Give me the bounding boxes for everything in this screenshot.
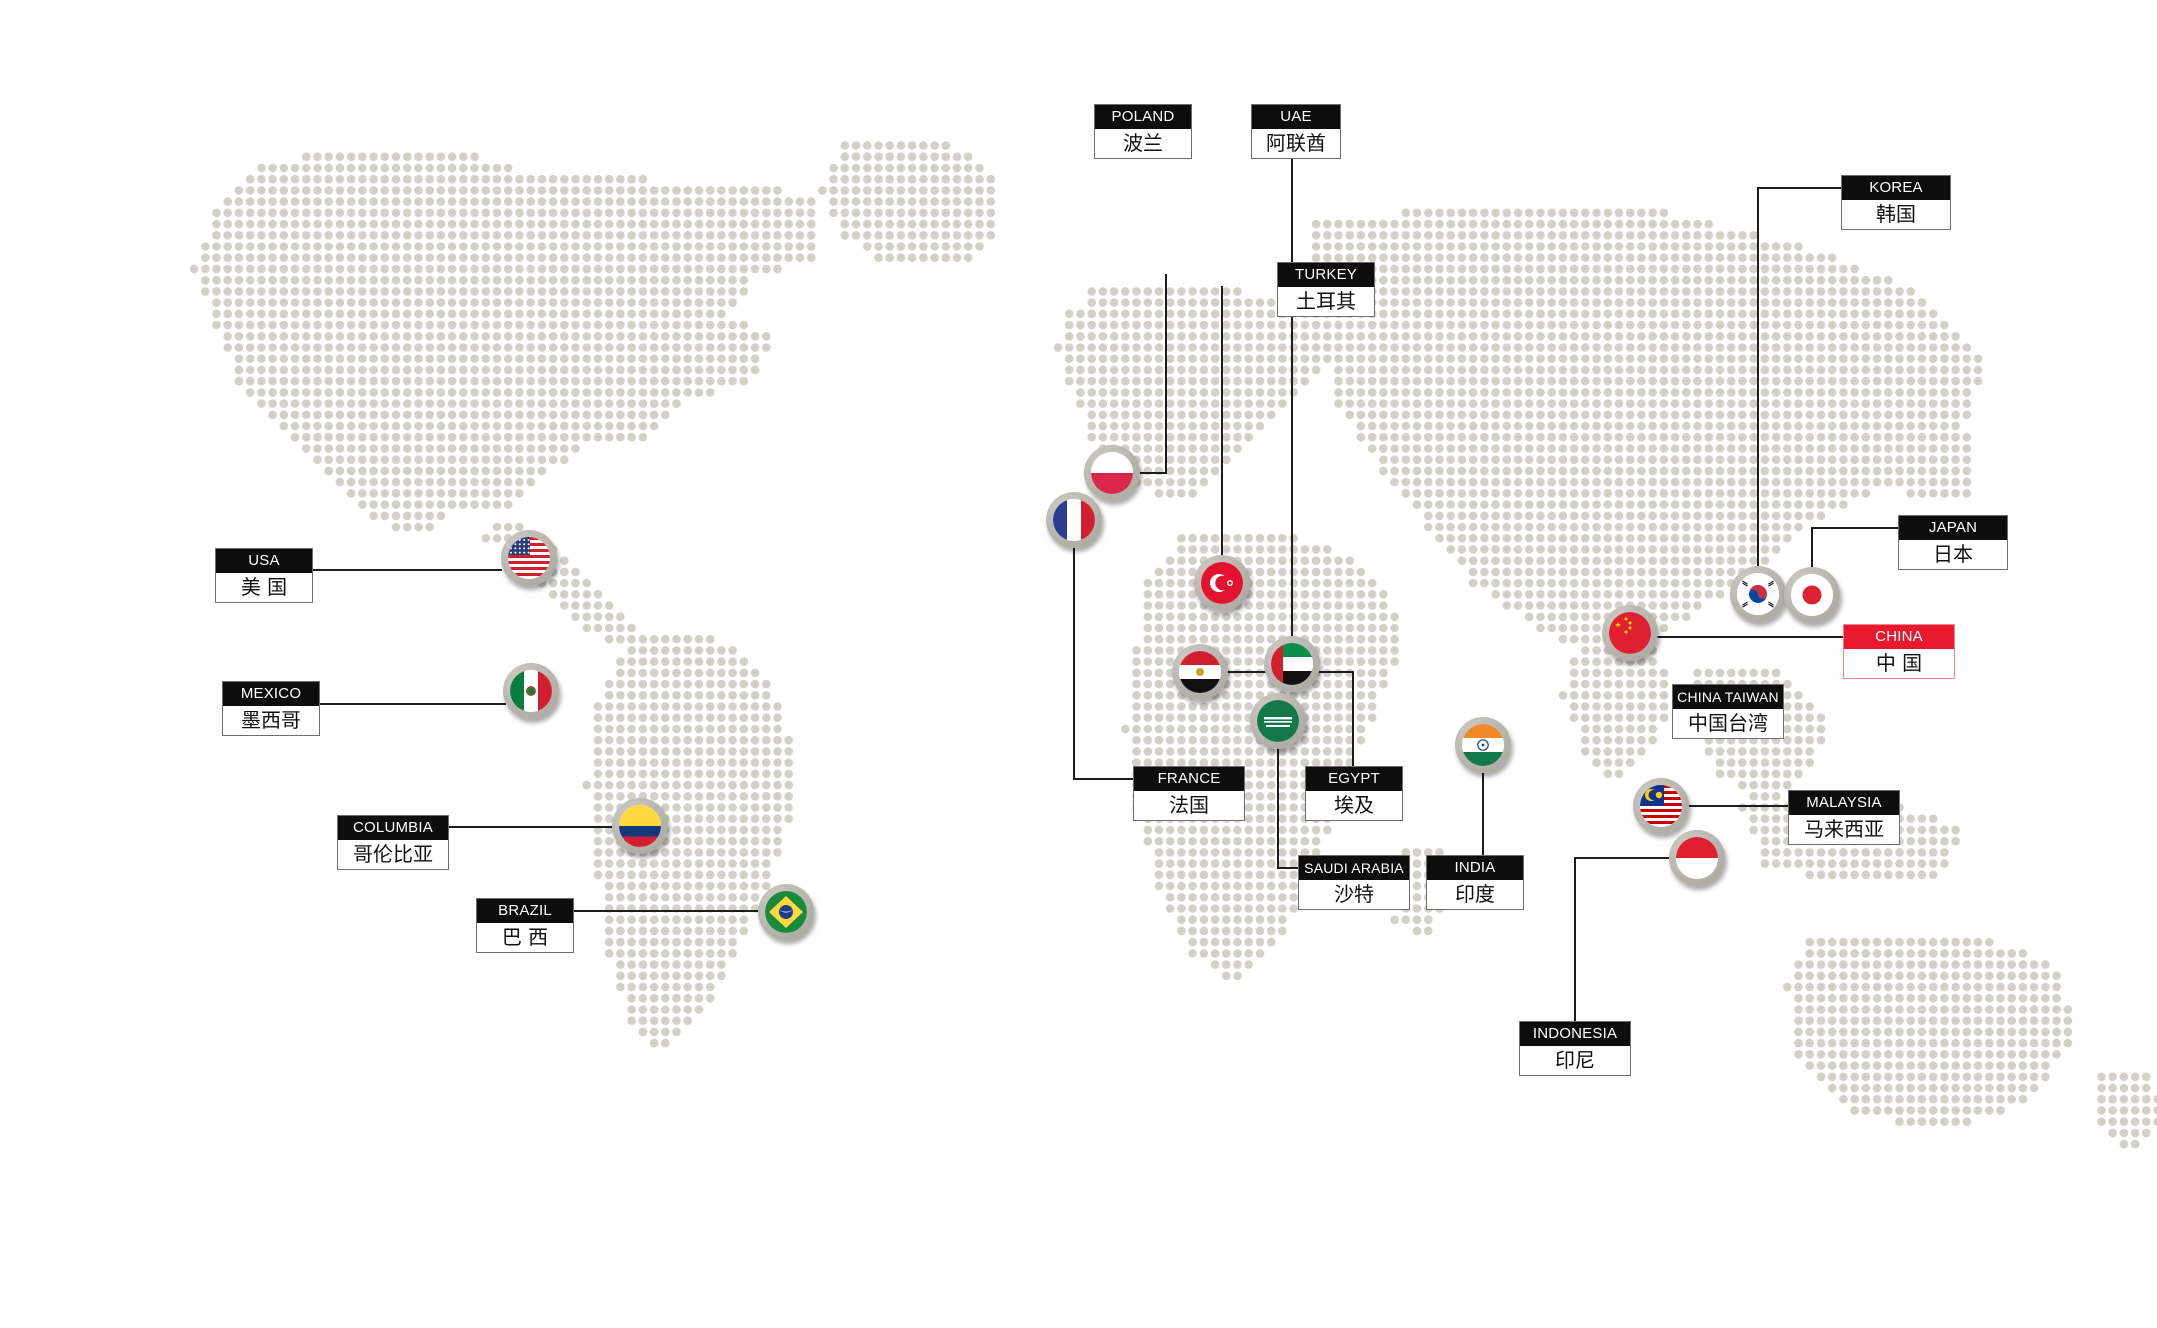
country-label-zh-egypt: 埃及 [1306,791,1402,820]
france-wire [1073,546,1133,780]
country-label-uae[interactable]: UAE 阿联酋 [1251,104,1341,159]
saudi-arabia-flag-icon [1257,700,1299,742]
map-pin-columbia[interactable] [612,798,668,854]
map-pin-korea[interactable] [1730,566,1786,622]
country-label-chinataiwan[interactable]: CHINA TAIWAN 中国台湾 [1672,684,1784,739]
country-label-zh-saudiarabia: 沙特 [1299,880,1409,909]
country-label-zh-poland: 波兰 [1095,129,1191,158]
country-label-egypt[interactable]: EGYPT 埃及 [1305,766,1403,821]
korea-flag-icon [1737,573,1779,615]
country-label-en-japan: JAPAN [1899,516,2007,540]
map-pin-uae[interactable] [1264,636,1320,692]
country-label-zh-mexico: 墨西哥 [223,706,319,735]
country-label-mexico[interactable]: MEXICO 墨西哥 [222,681,320,736]
country-label-zh-columbia: 哥伦比亚 [338,840,448,869]
country-label-en-chinataiwan: CHINA TAIWAN [1673,685,1783,709]
country-label-en-columbia: COLUMBIA [338,816,448,840]
country-label-malaysia[interactable]: MALAYSIA 马来西亚 [1788,790,1900,845]
country-label-france[interactable]: FRANCE 法国 [1133,766,1245,821]
poland-flag-icon [1091,452,1133,494]
country-label-zh-brazil: 巴 西 [477,923,573,952]
country-label-china[interactable]: CHINA 中 国 [1843,624,1955,679]
country-label-zh-france: 法国 [1134,791,1244,820]
country-label-en-egypt: EGYPT [1306,767,1402,791]
china-flag-icon [1609,612,1651,654]
map-pin-france[interactable] [1046,492,1102,548]
country-label-en-usa: USA [216,549,312,573]
country-label-en-poland: POLAND [1095,105,1191,129]
map-pin-china[interactable] [1602,605,1658,661]
country-label-poland[interactable]: POLAND 波兰 [1094,104,1192,159]
map-pin-india[interactable] [1455,717,1511,773]
map-pin-indonesia[interactable] [1669,830,1725,886]
map-pin-poland[interactable] [1084,445,1140,501]
country-label-usa[interactable]: USA 美 国 [215,548,313,603]
country-label-korea[interactable]: KOREA 韩国 [1841,175,1951,230]
country-label-en-brazil: BRAZIL [477,899,573,923]
country-label-zh-turkey: 土耳其 [1278,287,1374,316]
france-flag-icon [1053,499,1095,541]
map-pin-egypt[interactable] [1172,644,1228,700]
korea-wire [1757,187,1841,569]
country-label-zh-china: 中 国 [1844,649,1954,678]
egypt-flag-icon [1179,651,1221,693]
country-label-zh-japan: 日本 [1899,540,2007,569]
country-label-en-china: CHINA [1844,625,1954,649]
country-label-indonesia[interactable]: INDONESIA 印尼 [1519,1021,1631,1076]
japan-flag-icon [1791,574,1833,616]
map-pin-saudiarabia[interactable] [1250,693,1306,749]
saudi-wire [1277,747,1298,869]
map-pin-turkey[interactable] [1194,555,1250,611]
country-label-en-korea: KOREA [1842,176,1950,200]
usa-flag-icon [508,537,550,579]
country-label-zh-malaysia: 马来西亚 [1789,815,1899,844]
brazil-flag-icon [765,891,807,933]
country-label-zh-usa: 美 国 [216,573,312,602]
country-label-zh-uae: 阿联酋 [1252,129,1340,158]
map-pin-mexico[interactable] [503,663,559,719]
country-label-saudiarabia[interactable]: SAUDI ARABIA 沙特 [1298,855,1410,910]
country-label-india[interactable]: INDIA 印度 [1426,855,1524,910]
country-label-en-indonesia: INDONESIA [1520,1022,1630,1046]
poland-wire [1137,274,1167,474]
country-label-columbia[interactable]: COLUMBIA 哥伦比亚 [337,815,449,870]
country-label-en-malaysia: MALAYSIA [1789,791,1899,815]
map-pin-brazil[interactable] [758,884,814,940]
country-label-zh-chinataiwan: 中国台湾 [1673,709,1783,738]
map-pin-malaysia[interactable] [1633,778,1689,834]
malaysia-flag-icon [1640,785,1682,827]
map-pin-usa[interactable] [501,530,557,586]
india-flag-icon [1462,724,1504,766]
mexico-flag-icon [510,670,552,712]
country-label-brazil[interactable]: BRAZIL 巴 西 [476,898,574,953]
map-pin-japan[interactable] [1784,567,1840,623]
country-label-zh-korea: 韩国 [1842,200,1950,229]
country-label-en-france: FRANCE [1134,767,1244,791]
country-label-en-saudiarabia: SAUDI ARABIA [1299,856,1409,880]
country-label-zh-indonesia: 印尼 [1520,1046,1630,1075]
country-label-en-india: INDIA [1427,856,1523,880]
country-label-zh-india: 印度 [1427,880,1523,909]
country-label-en-uae: UAE [1252,105,1340,129]
japan-wire [1811,527,1898,570]
country-label-turkey[interactable]: TURKEY 土耳其 [1277,262,1375,317]
turkey-flag-icon [1201,562,1243,604]
indonesia-flag-icon [1676,837,1718,879]
country-label-japan[interactable]: JAPAN 日本 [1898,515,2008,570]
colombia-flag-icon [619,805,661,847]
indonesia-wire [1574,857,1671,1021]
country-label-en-mexico: MEXICO [223,682,319,706]
uae-flag-icon [1271,643,1313,685]
country-label-en-turkey: TURKEY [1278,263,1374,287]
